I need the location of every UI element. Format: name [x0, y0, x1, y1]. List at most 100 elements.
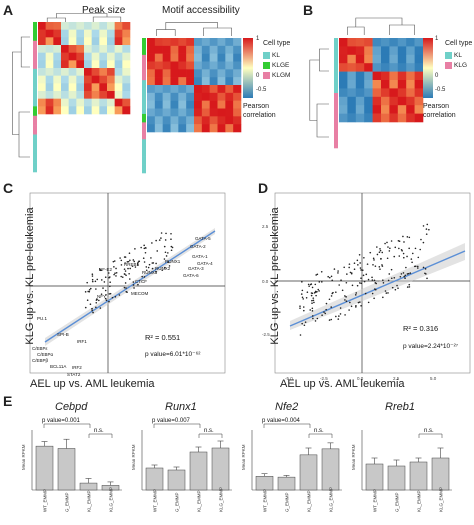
scatter-d-point	[355, 292, 358, 294]
scatter-d-point	[399, 275, 402, 278]
motif-heatmap-cell	[217, 38, 226, 47]
panel-b-heatmap-cell	[414, 46, 424, 56]
bar-category-label: KL_EMMP	[87, 490, 92, 512]
scatter-d-point	[378, 251, 381, 254]
legend-swatch	[445, 51, 452, 59]
scatter-d-point	[303, 324, 306, 327]
scatter-d-point	[308, 285, 310, 287]
scatter-d-point	[315, 274, 317, 276]
legend-swatch	[445, 61, 452, 69]
bar-category-label: WT_EMMP	[153, 489, 158, 512]
peak-cell-type-strip	[33, 78, 37, 88]
scatter-c-point	[164, 267, 166, 269]
peak-heatmap-cell	[38, 22, 46, 30]
peak-heatmap-cell	[68, 45, 77, 53]
scatter-c-point	[163, 245, 166, 248]
undefined-cell-type-strip	[334, 126, 338, 138]
scatter-c-point	[120, 275, 122, 278]
scatter-c-point	[99, 307, 102, 309]
scatter-d-point	[425, 228, 428, 230]
panel-b-heatmap-cell	[389, 71, 399, 81]
panel-b-heatmap-cell	[406, 96, 415, 106]
scatter-d-point	[321, 314, 323, 317]
heatmap-title-motif-accessibility: Motif accessibility	[162, 5, 240, 16]
panel-b-heatmap-cell	[397, 46, 407, 56]
scatter-d-point	[422, 225, 425, 227]
motif-heatmap-cell	[209, 92, 218, 101]
panel-b-heatmap-cell	[339, 105, 348, 114]
scatter-c-point-label: IRF2	[72, 365, 82, 370]
significance-bracket	[88, 433, 113, 438]
scatter-c-point	[151, 262, 154, 264]
scatter-d-point	[311, 299, 313, 302]
scatter-d-point	[337, 318, 340, 320]
scatter-c-point	[125, 274, 127, 277]
panel-b-heatmap-cell	[414, 63, 424, 72]
scatter-d-point	[403, 275, 406, 278]
motif-cell-type-strip	[142, 113, 146, 123]
undefined-cell-type-strip	[334, 60, 338, 72]
scatter-d-point	[330, 306, 333, 308]
scatter-d-point	[318, 281, 321, 283]
peak-heatmap-cell	[53, 75, 62, 84]
legend-swatch	[263, 61, 270, 69]
peak-heatmap-cell	[76, 91, 85, 99]
cell-type-legend-item: KL	[445, 50, 467, 60]
panel-b-heatmap-cell	[381, 63, 390, 72]
motif-heatmap-cell	[217, 77, 226, 86]
scatter-c-point	[108, 300, 110, 303]
peak-heatmap-cell	[53, 60, 62, 69]
scatter-c-point	[170, 238, 172, 241]
motif-heatmap-cell	[225, 108, 234, 117]
motif-heatmap-cell	[233, 116, 242, 125]
motif-heatmap-cell	[217, 92, 226, 101]
panel-b-heatmap-cell	[347, 96, 357, 106]
panel-b-heatmap-cell	[355, 105, 365, 114]
scatter-d-point	[348, 263, 351, 265]
scale-tick-a-neg: -0.5	[256, 87, 267, 93]
scatter-d-point	[346, 273, 348, 275]
scatter-d-point	[365, 273, 368, 276]
scatter-d-point	[337, 270, 339, 272]
scatter-d-point	[376, 253, 379, 256]
scatter-c-point	[129, 267, 132, 270]
scatter-c-point-label: STAT2	[67, 372, 81, 377]
legend-label: KL	[272, 51, 280, 59]
scatter-c-point	[134, 266, 137, 268]
peak-heatmap-cell	[45, 37, 54, 46]
peak-heatmap-cell	[53, 83, 62, 92]
panel-b-heatmap-cell	[364, 54, 373, 64]
motif-heatmap-cell	[178, 85, 187, 94]
scatter-d-point	[345, 296, 347, 298]
legend-label: KLG	[454, 61, 468, 69]
motif-heatmap-cell	[178, 61, 187, 70]
motif-cell-type-strip	[142, 38, 146, 47]
motif-heatmap-cell	[209, 108, 218, 117]
bar-category-label: WT_EMMP	[373, 489, 378, 512]
peak-cell-type-strip	[33, 115, 37, 126]
motif-heatmap-cell	[162, 45, 171, 54]
peak-heatmap-cell	[91, 22, 100, 30]
scatter-d-point	[299, 334, 302, 336]
scatter-d-point	[400, 273, 403, 275]
peak-heatmap-cell	[61, 37, 69, 46]
scatter-d-point	[301, 322, 303, 325]
scatter-c-point	[125, 287, 127, 289]
motif-heatmap-cell	[186, 116, 195, 125]
scatter-d-frame	[274, 192, 471, 374]
panel-b-heatmap-cell	[381, 80, 390, 89]
scatter-d-point	[301, 289, 304, 292]
motif-heatmap-cell	[147, 108, 156, 117]
scatter-c-point	[114, 295, 117, 298]
scatter-d-point	[316, 290, 318, 293]
scatter-c-point	[143, 247, 146, 250]
motif-heatmap-cell	[186, 108, 195, 117]
scatter-c-point	[156, 250, 159, 252]
peak-heatmap-cell	[107, 22, 115, 30]
motif-heatmap-cell	[217, 61, 226, 70]
legend-label: KLGM	[272, 71, 291, 79]
motif-heatmap-cell	[217, 124, 226, 133]
peak-heatmap-cell	[91, 52, 100, 61]
peak-heatmap-cell	[107, 45, 115, 53]
scatter-d-ylabel: KLG up vs. KL pre-leukemia	[269, 207, 281, 345]
